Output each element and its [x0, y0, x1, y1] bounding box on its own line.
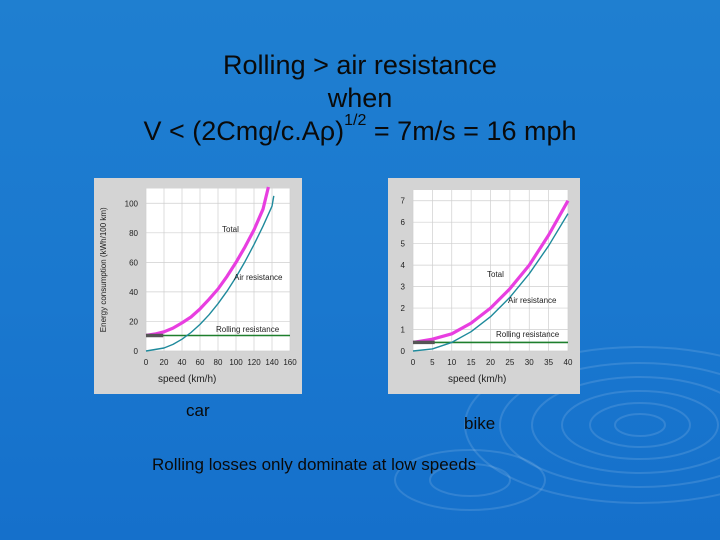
formula-prefix: V < (2Cmg/c.A [143, 116, 320, 146]
y-tick-label: 5 [401, 240, 406, 249]
x-axis-label: speed (km/h) [158, 374, 216, 385]
x-tick-label: 0 [411, 358, 416, 367]
x-tick-label: 0 [144, 358, 149, 367]
x-tick-label: 25 [505, 358, 514, 367]
curve-annotation-0: Total [222, 225, 239, 234]
y-tick-label: 0 [134, 347, 139, 356]
x-tick-label: 120 [247, 358, 261, 367]
x-tick-label: 5 [430, 358, 435, 367]
x-tick-label: 35 [544, 358, 553, 367]
bike-energy-chart: 0 5 10 15 20 25 30 35 40 0 1 2 3 4 5 6 7 speed (km/h) Tota… [401, 190, 573, 385]
total-line [412, 199, 570, 344]
car-chart-panel: 0 20 40 60 80 100 120 140 160 0 20 40 60 80 100 speed (… [94, 178, 302, 394]
x-tick-label: 100 [229, 358, 243, 367]
car-energy-chart: 0 20 40 60 80 100 120 140 160 0 20 40 60 80 100 speed (… [99, 186, 297, 385]
curve-annotation-1: Air resistance [508, 296, 557, 305]
curve-annotation-2: Rolling resistance [216, 325, 280, 334]
total-line [145, 186, 270, 338]
x-tick-label: 40 [178, 358, 187, 367]
x-tick-label: 20 [486, 358, 495, 367]
formula-close-paren: ) [335, 116, 345, 146]
y-tick-label: 7 [401, 197, 406, 206]
x-tick-label: 140 [265, 358, 279, 367]
formula-result: = 7m/s = 16 mph [366, 116, 577, 146]
y-tick-label: 80 [129, 229, 138, 238]
y-tick-label: 100 [125, 199, 139, 208]
x-tick-label: 60 [196, 358, 205, 367]
y-axis-label: Energy consumption (kWh/100 km) [99, 207, 108, 332]
y-tick-label: 60 [129, 258, 138, 267]
y-tick-label: 1 [401, 326, 406, 335]
y-tick-label: 20 [129, 317, 138, 326]
slide-title-line2: when [327, 83, 393, 113]
formula-exponent: 1/2 [344, 112, 367, 129]
y-tick-label: 3 [401, 283, 406, 292]
slide-title-line3: V < (2Cmg/c.Aρ)1/2 = 7m/s = 16 mph [0, 113, 720, 147]
x-tick-label: 30 [525, 358, 534, 367]
y-tick-label: 0 [401, 347, 406, 356]
x-tick-label: 40 [564, 358, 573, 367]
slide-title-line1: Rolling > air resistance [223, 50, 497, 80]
caption-car: car [186, 401, 210, 420]
x-tick-label: 10 [447, 358, 456, 367]
curve-annotation-2: Rolling resistance [496, 330, 560, 339]
y-tick-label: 6 [401, 218, 406, 227]
y-tick-label: 2 [401, 304, 406, 313]
air-resistance-line [145, 195, 275, 352]
x-axis-label: speed (km/h) [448, 374, 506, 385]
curve-annotation-0: Total [487, 270, 504, 279]
x-tick-label: 15 [467, 358, 476, 367]
x-tick-label: 160 [283, 358, 297, 367]
y-tick-label: 40 [129, 288, 138, 297]
x-tick-label: 20 [160, 358, 169, 367]
air-resistance-line [412, 213, 569, 352]
rho-symbol: ρ [319, 116, 336, 146]
curve-annotation-1: Air resistance [234, 273, 283, 282]
y-tick-label: 4 [401, 261, 406, 270]
caption-bike: bike [464, 414, 496, 433]
bike-chart-panel: 0 5 10 15 20 25 30 35 40 0 1 2 3 4 5 6 7 speed (km/h) Tota… [388, 178, 580, 394]
x-tick-label: 80 [214, 358, 223, 367]
slide-footer: Rolling losses only dominate at low spee… [152, 455, 477, 474]
